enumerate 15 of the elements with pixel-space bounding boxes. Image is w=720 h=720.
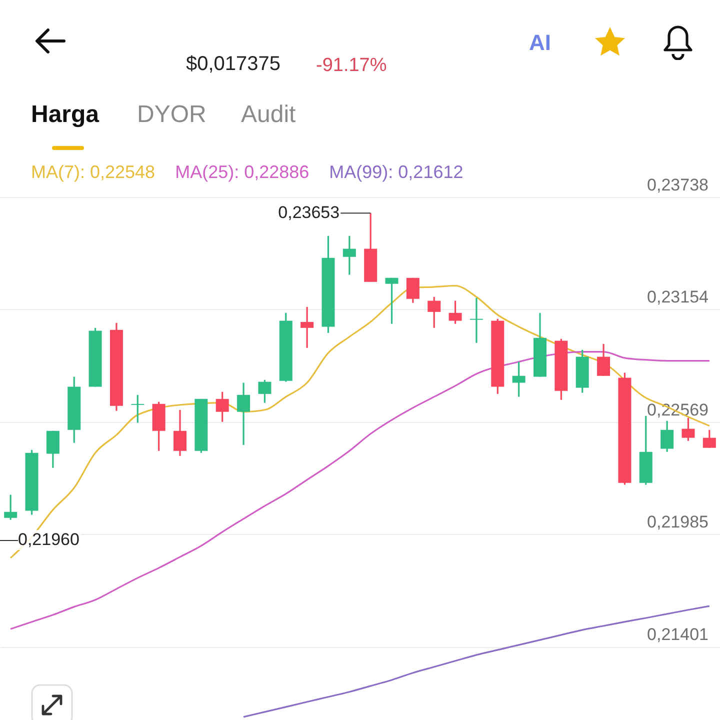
text: Audit [241,101,296,129]
chart-title: $0,017375 [186,53,281,76]
text: MA(7): 0,22548 [31,162,156,183]
annotation: 0,23653 [278,203,340,222]
y-tick-label: 0,21401 [647,625,708,644]
chart-subtitle: -91.17% [316,55,387,77]
text: DYOR [137,101,206,129]
y-tick-label: 0,21985 [647,512,708,532]
text: AI [529,30,551,56]
annotation: 0,21960 [18,530,80,550]
text: MA(99): 0,21612 [329,162,464,183]
y-tick-label: 0,23154 [647,288,708,307]
text: Harga [31,101,100,129]
y-tick-label: 0,23738 [647,175,708,194]
text: MA(25): 0,22886 [175,162,310,183]
